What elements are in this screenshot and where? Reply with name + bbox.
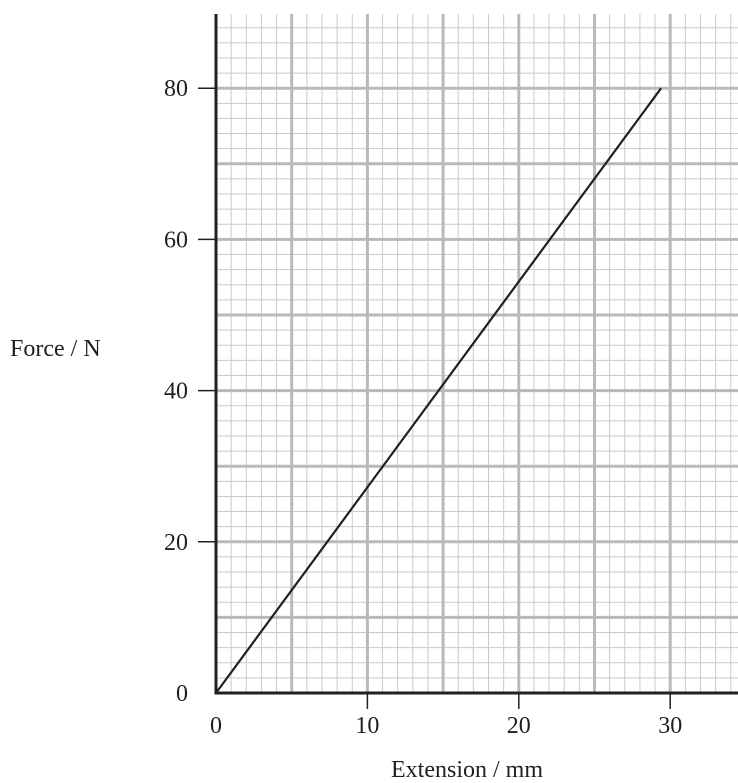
x-tick-labels: 0 10 20 30	[210, 713, 682, 739]
axes	[198, 14, 738, 709]
x-axis-title: Extension / mm	[391, 757, 543, 783]
y-tick-label: 40	[164, 379, 188, 405]
x-tick-label: 20	[507, 713, 531, 739]
y-tick-label: 20	[164, 530, 188, 556]
y-tick-labels: 0 20 40 60 80	[164, 76, 188, 707]
x-tick-label: 30	[658, 713, 682, 739]
y-tick-label: 0	[176, 681, 188, 707]
series	[215, 87, 663, 694]
grid	[216, 14, 738, 693]
y-tick-label: 60	[164, 227, 188, 253]
x-tick-label: 0	[210, 713, 222, 739]
x-tick-label: 10	[355, 713, 379, 739]
y-tick-label: 80	[164, 76, 188, 102]
force-extension-line	[215, 87, 663, 694]
y-axis-title: Force / N	[10, 336, 101, 362]
